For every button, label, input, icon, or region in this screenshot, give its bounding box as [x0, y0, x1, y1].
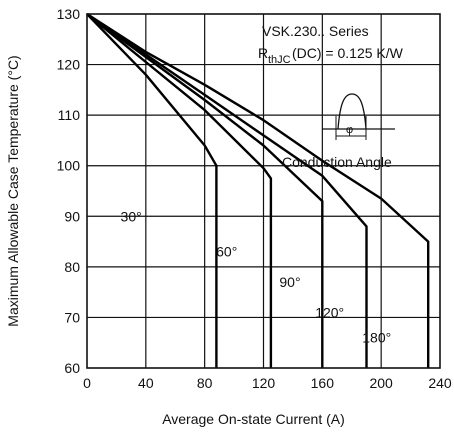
- x-tick-label: 120: [252, 375, 276, 391]
- x-tick-label: 160: [311, 375, 335, 391]
- y-tick-label: 130: [57, 6, 81, 22]
- y-tick-label: 80: [64, 259, 80, 275]
- plot-frame: [86, 13, 441, 369]
- rth-value: (DC) = 0.125 K/W: [292, 45, 404, 61]
- series-line-5: [86, 12, 430, 368]
- series-line-2: [86, 13, 273, 368]
- conduction-waveform-icon: [322, 93, 395, 140]
- series-angle-label: 90°: [279, 274, 300, 290]
- rth-subscript: thJC: [268, 54, 291, 66]
- series-angle-label: 180°: [362, 330, 391, 346]
- x-tick-label: 200: [369, 375, 393, 391]
- series-line-4: [86, 13, 368, 368]
- series-angle-label: 60°: [216, 244, 237, 260]
- series-title: VSK.230.. Series: [262, 23, 369, 39]
- y-tick-label: 60: [64, 360, 80, 376]
- series-line-1: [86, 13, 218, 368]
- x-tick-label: 40: [138, 375, 154, 391]
- y-axis-label: Maximum Allowable Case Temperature (°C): [5, 55, 21, 326]
- x-tick-label: 80: [197, 375, 213, 391]
- series-line-3: [86, 13, 324, 368]
- series-angle-label: 30°: [121, 208, 142, 224]
- series-angle-label: 120°: [315, 304, 344, 320]
- x-axis-label: Average On-state Current (A): [162, 411, 345, 427]
- axis-layer: 60 70 80 90 100 110 120 130 0 40 80 120 160 200 240 Ave…: [5, 6, 452, 427]
- series-layer: [86, 12, 430, 368]
- rth-symbol: R: [258, 45, 268, 61]
- y-tick-label: 100: [57, 158, 81, 174]
- y-tick-label: 120: [57, 57, 81, 73]
- phi-symbol: φ: [346, 124, 353, 136]
- x-tick-label: 240: [428, 375, 452, 391]
- y-tick-label: 110: [58, 107, 81, 123]
- x-tick-label: 0: [83, 375, 91, 391]
- y-tick-label: 70: [64, 309, 80, 325]
- y-tick-label: 90: [64, 208, 80, 224]
- conduction-angle-label: Conduction Angle: [282, 154, 392, 170]
